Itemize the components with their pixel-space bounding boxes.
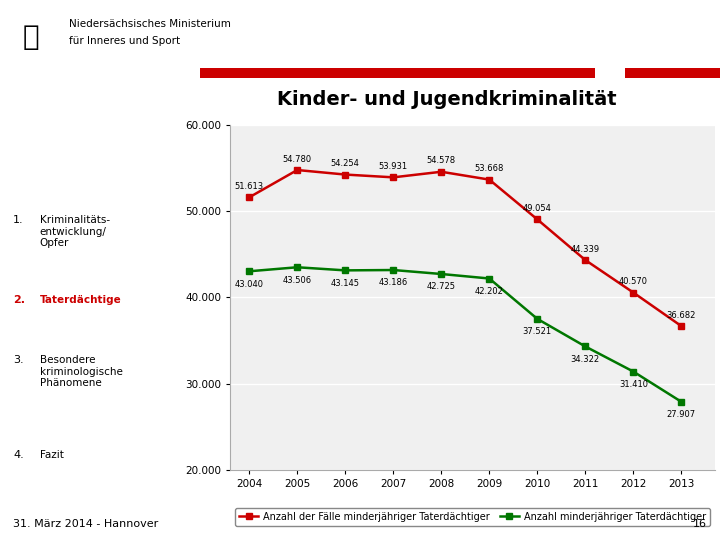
Bar bbox=[200, 68, 720, 78]
Text: 43.040: 43.040 bbox=[235, 280, 264, 288]
Text: Fazit: Fazit bbox=[40, 450, 63, 460]
Text: 2.: 2. bbox=[13, 295, 25, 305]
Text: 54.254: 54.254 bbox=[330, 159, 360, 168]
Text: Niedersächsisches Ministerium: Niedersächsisches Ministerium bbox=[69, 19, 231, 29]
Text: 🐴: 🐴 bbox=[22, 23, 40, 51]
Text: 44.339: 44.339 bbox=[571, 245, 600, 254]
Text: 40.570: 40.570 bbox=[619, 277, 648, 286]
Text: Taterdächtige: Taterdächtige bbox=[40, 295, 122, 305]
Text: 43.186: 43.186 bbox=[379, 278, 408, 287]
Text: 43.506: 43.506 bbox=[283, 275, 312, 285]
Text: 1.: 1. bbox=[13, 215, 24, 225]
Text: für Inneres und Sport: für Inneres und Sport bbox=[69, 36, 180, 45]
Text: 31. März 2014 - Hannover: 31. März 2014 - Hannover bbox=[13, 519, 158, 529]
Text: Kriminalitäts-
entwicklung/
Opfer: Kriminalitäts- entwicklung/ Opfer bbox=[40, 215, 109, 248]
Text: 54.780: 54.780 bbox=[283, 154, 312, 164]
Text: 27.907: 27.907 bbox=[667, 410, 696, 419]
Text: 53.668: 53.668 bbox=[474, 164, 504, 173]
Text: 34.322: 34.322 bbox=[571, 355, 600, 364]
Text: 42.725: 42.725 bbox=[427, 282, 456, 291]
Text: 53.931: 53.931 bbox=[379, 162, 408, 171]
Bar bbox=[595, 68, 625, 78]
Text: 43.145: 43.145 bbox=[330, 279, 360, 288]
Text: Kinder- und Jugendkriminalität: Kinder- und Jugendkriminalität bbox=[276, 90, 616, 110]
Text: 4.: 4. bbox=[13, 450, 24, 460]
Text: Besondere
kriminologische
Phänomene: Besondere kriminologische Phänomene bbox=[40, 355, 122, 388]
Text: 3.: 3. bbox=[13, 355, 24, 365]
Text: 51.613: 51.613 bbox=[235, 182, 264, 191]
Text: 42.202: 42.202 bbox=[475, 287, 504, 296]
Text: 16: 16 bbox=[693, 519, 707, 529]
Text: 54.578: 54.578 bbox=[427, 157, 456, 165]
Text: 37.521: 37.521 bbox=[523, 327, 552, 336]
Text: 36.682: 36.682 bbox=[667, 311, 696, 320]
Text: 49.054: 49.054 bbox=[523, 204, 552, 213]
Legend: Anzahl der Fälle minderjähriger Taterdächtiger, Anzahl minderjähriger Taterdächt: Anzahl der Fälle minderjähriger Taterdäc… bbox=[235, 508, 710, 525]
Text: 31.410: 31.410 bbox=[619, 380, 648, 389]
